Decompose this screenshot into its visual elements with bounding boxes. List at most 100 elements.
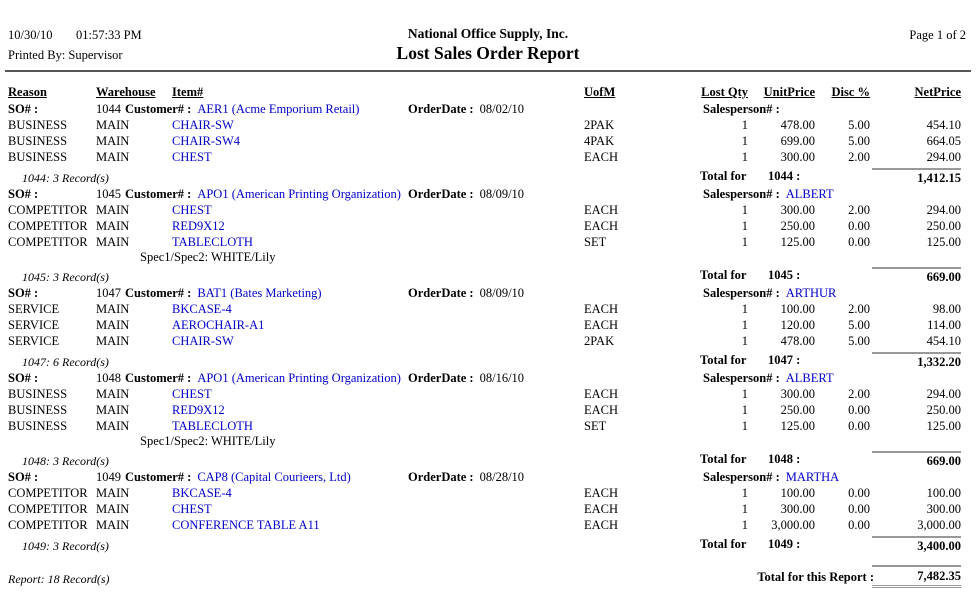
disc-cell: 0.00 xyxy=(848,403,870,417)
lost-qty-cell: 1 xyxy=(741,502,748,516)
date-spacer-cell xyxy=(408,234,572,250)
lost-qty-cell: 1 xyxy=(741,219,748,233)
disc-cell: 0.00 xyxy=(848,419,870,433)
unit-price-cell: 3,000.00 xyxy=(771,518,815,532)
salesperson-link[interactable]: ALBERT xyxy=(785,371,834,385)
item-link[interactable]: CHAIR-SW xyxy=(172,118,234,132)
so-group-footer: 1048: 3 Record(s) Total for 1048 : 669.00 xyxy=(0,451,976,468)
item-row: COMPETITOR MAIN CHEST EACH 1 300.00 0.00 300.00 xyxy=(0,501,976,517)
group-record-count: 1047: 6 Record(s) xyxy=(22,355,109,369)
col-header-uofm: UofM xyxy=(584,85,616,99)
unit-price-cell: 125.00 xyxy=(780,235,815,249)
company-name: National Office Supply, Inc. xyxy=(407,26,569,41)
total-so-number: 1045 : xyxy=(768,268,801,282)
customer-link[interactable]: APO1 (American Printing Organization) xyxy=(197,371,401,385)
salesperson-link[interactable]: ALBERT xyxy=(785,187,834,201)
page-number: Page 1 of 2 xyxy=(909,28,966,42)
net-price-cell: 100.00 xyxy=(926,486,961,500)
warehouse-cell: MAIN xyxy=(96,302,130,316)
item-link[interactable]: BKCASE-4 xyxy=(172,486,232,500)
warehouse-cell: MAIN xyxy=(96,419,130,433)
date-spacer-cell xyxy=(408,202,572,218)
item-link[interactable]: RED9X12 xyxy=(172,219,225,233)
report-total-value: 7,482.35 xyxy=(872,565,961,588)
so-group-footer: 1045: 3 Record(s) Total for 1045 : 669.00 xyxy=(0,267,976,284)
lost-qty-cell: 1 xyxy=(741,134,748,148)
spec-row: Spec1/Spec2: WHITE/Lily xyxy=(0,434,976,448)
col-header-lost-qty: Lost Qty xyxy=(701,85,748,99)
group-total-value: 669.00 xyxy=(872,267,961,284)
spec-text: Spec1/Spec2: WHITE/Lily xyxy=(140,434,276,448)
date-spacer-cell xyxy=(408,402,572,418)
net-price-cell: 125.00 xyxy=(926,235,961,249)
uofm-cell: EACH xyxy=(584,486,619,500)
warehouse-cell: MAIN xyxy=(96,502,130,516)
unit-price-cell: 300.00 xyxy=(780,502,815,516)
customer-link[interactable]: BAT1 (Bates Marketing) xyxy=(197,286,322,300)
total-for-label: Total for xyxy=(700,537,747,551)
col-header-item: Item# xyxy=(172,85,204,99)
item-link[interactable]: RED9X12 xyxy=(172,403,225,417)
salesperson-link[interactable]: ARTHUR xyxy=(785,286,837,300)
unit-price-cell: 250.00 xyxy=(780,219,815,233)
lost-qty-cell: 1 xyxy=(741,203,748,217)
unit-price-cell: 300.00 xyxy=(780,203,815,217)
printed-by: Printed By: Supervisor xyxy=(8,48,123,62)
order-date-label: OrderDate : xyxy=(408,187,474,201)
uofm-cell: EACH xyxy=(584,318,619,332)
reason-cell: BUSINESS xyxy=(8,150,68,164)
item-link[interactable]: BKCASE-4 xyxy=(172,302,232,316)
group-total-value: 3,400.00 xyxy=(872,536,961,553)
so-number: 1044 xyxy=(96,102,121,116)
unit-price-cell: 100.00 xyxy=(780,486,815,500)
so-group: SO# : 1048 Customer# : APO1 (American Print… xyxy=(0,370,976,468)
item-link[interactable]: TABLECLOTH xyxy=(172,235,253,249)
salesperson-link[interactable]: MARTHA xyxy=(785,470,840,484)
report-groups: SO# : 1044 Customer# : AER1 (Acme Emporium … xyxy=(0,101,976,553)
so-label: SO# : xyxy=(8,371,39,385)
item-link[interactable]: TABLECLOTH xyxy=(172,419,253,433)
item-link[interactable]: CHEST xyxy=(172,387,212,401)
report-title: Lost Sales Order Report xyxy=(396,43,580,63)
salesperson-cell: Salesperson# : ARTHUR xyxy=(703,285,836,301)
lost-qty-cell: 1 xyxy=(741,518,748,532)
col-header-spacer xyxy=(408,84,572,101)
lost-qty-cell: 1 xyxy=(741,235,748,249)
reason-cell: BUSINESS xyxy=(8,118,68,132)
item-link[interactable]: AEROCHAIR-A1 xyxy=(172,318,265,332)
customer-cell: Customer# : CAP8 (Capital Courieers, Ltd) xyxy=(125,469,351,485)
date-spacer-cell xyxy=(408,133,572,149)
column-headers: Reason Warehouse Item# UofM Lost Qty Uni… xyxy=(0,84,976,101)
item-row: BUSINESS MAIN CHAIR-SW4 4PAK 1 699.00 5.00 664.… xyxy=(0,133,976,149)
total-so-number: 1049 : xyxy=(768,537,801,551)
item-row: COMPETITOR MAIN RED9X12 EACH 1 250.00 0.00 250.… xyxy=(0,218,976,234)
customer-cell: Customer# : APO1 (American Printing Organ… xyxy=(125,186,401,202)
net-price-cell: 454.10 xyxy=(926,118,961,132)
customer-link[interactable]: CAP8 (Capital Courieers, Ltd) xyxy=(197,470,351,484)
customer-label: Customer# : xyxy=(125,470,192,484)
item-link[interactable]: CONFERENCE TABLE A11 xyxy=(172,518,320,532)
date-spacer-cell xyxy=(408,501,572,517)
disc-cell: 5.00 xyxy=(848,334,870,348)
so-label: SO# : xyxy=(8,470,39,484)
item-link[interactable]: CHEST xyxy=(172,203,212,217)
customer-link[interactable]: AER1 (Acme Emporium Retail) xyxy=(197,102,360,116)
total-for-label: Total for xyxy=(700,169,747,183)
disc-cell: 0.00 xyxy=(848,486,870,500)
item-link[interactable]: CHEST xyxy=(172,150,212,164)
col-header-unit-price: UnitPrice xyxy=(763,85,815,99)
reason-cell: BUSINESS xyxy=(8,134,68,148)
net-price-cell: 250.00 xyxy=(926,219,961,233)
disc-cell: 5.00 xyxy=(848,318,870,332)
lost-qty-cell: 1 xyxy=(741,387,748,401)
item-link[interactable]: CHAIR-SW xyxy=(172,334,234,348)
item-row: COMPETITOR MAIN CHEST EACH 1 300.00 2.00 294.00 xyxy=(0,202,976,218)
customer-link[interactable]: APO1 (American Printing Organization) xyxy=(197,187,401,201)
item-link[interactable]: CHAIR-SW4 xyxy=(172,134,241,148)
lost-qty-cell: 1 xyxy=(741,486,748,500)
net-price-cell: 294.00 xyxy=(926,150,961,164)
item-link[interactable]: CHEST xyxy=(172,502,212,516)
reason-cell: BUSINESS xyxy=(8,403,68,417)
salesperson-label: Salesperson# : xyxy=(703,371,780,385)
warehouse-cell: MAIN xyxy=(96,203,130,217)
